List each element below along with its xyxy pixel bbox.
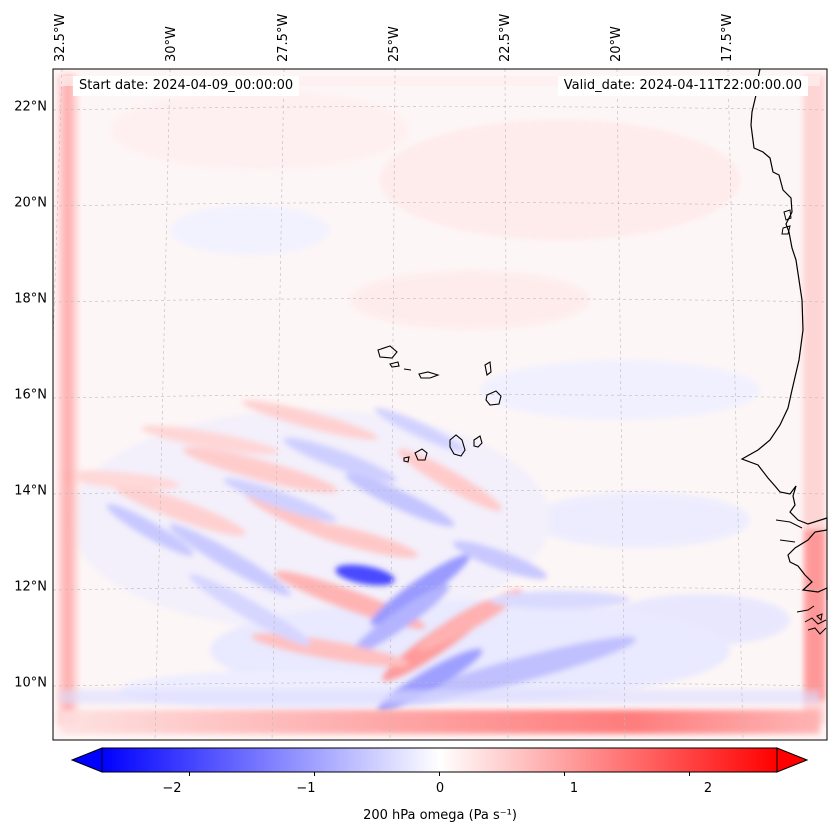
longitude-gridline (389, 69, 396, 740)
lat-label-12n: 12°N (14, 579, 47, 595)
start-date-label: Start date: 2024-04-09_00:00:00 (73, 76, 300, 96)
lon-label-32-5w: 32.5°W (53, 13, 68, 62)
longitude-gridline (616, 69, 626, 740)
omega-streak (374, 407, 466, 453)
omega-streak (114, 484, 246, 536)
latitude-gridline (53, 394, 827, 399)
omega-streak (141, 425, 279, 455)
omega-streak (283, 437, 397, 483)
omega-streak (404, 636, 636, 704)
omega-streak (301, 522, 419, 558)
omega-streak (345, 473, 455, 527)
lon-label-17-5w: 17.5°W (720, 13, 735, 62)
lat-label-10n: 10°N (14, 675, 47, 691)
cb-tick-label: −2 (162, 781, 182, 796)
omega-streak (106, 504, 194, 556)
omega-streak (490, 591, 630, 609)
coast-inlets (775, 519, 827, 635)
latitude-gridline (53, 106, 827, 111)
lat-label-20n: 20°N (14, 195, 47, 211)
coast-islets (781, 209, 823, 622)
omega-streak (223, 478, 337, 522)
africa-coastline (740, 68, 828, 600)
lon-label-22-5w: 22.5°W (498, 13, 513, 62)
omega-streak (189, 574, 311, 646)
lon-label-25w: 25°W (387, 26, 402, 62)
omega-streak (335, 564, 395, 586)
colorbar-min-extend (70, 747, 103, 773)
omega-streak (370, 554, 470, 626)
plot-frame (52, 68, 828, 741)
lon-label-30w: 30°W (164, 26, 179, 62)
cb-tick-label: −1 (296, 781, 316, 796)
omega-field (53, 69, 827, 740)
latitude-gridline (53, 682, 827, 687)
lat-label-22n: 22°N (14, 99, 47, 115)
lat-label-18n: 18°N (14, 291, 47, 307)
graticule (53, 69, 827, 740)
longitude-gridline (727, 69, 744, 740)
omega-streak (350, 584, 450, 656)
colorbar-ticks (189, 772, 690, 776)
omega-streak (169, 524, 291, 596)
cb-tick-label: 1 (569, 781, 579, 796)
latitude-gridline (53, 202, 827, 207)
longitude-gridline (154, 69, 171, 740)
cb-tick-label: 2 (703, 781, 713, 796)
cape-verde-islands (377, 345, 502, 463)
omega-streak (397, 449, 503, 511)
omega-streak (182, 447, 338, 493)
longitude-gridline (504, 69, 509, 740)
omega-streak (242, 400, 378, 440)
colorbar-label: 200 hPa omega (Pa s⁻¹) (363, 808, 517, 823)
lon-label-20w: 20°W (609, 26, 624, 62)
cb-tick-label: 0 (435, 781, 445, 796)
longitude-gridline (271, 69, 285, 740)
colorbar (70, 747, 809, 776)
omega-streak (251, 633, 409, 667)
wave-streaks (60, 400, 636, 712)
lon-label-27-5w: 27.5°W (276, 13, 291, 62)
valid-date-label: Valid_date: 2024-04-11T22:00:00.00 (557, 76, 808, 96)
omega-streak (60, 470, 180, 490)
colorbar-gradient (101, 747, 778, 773)
latitude-gridline (53, 298, 827, 303)
omega-streak (417, 589, 523, 651)
omega-streak (452, 540, 548, 580)
colorbar-max-extend (776, 747, 809, 773)
lat-label-14n: 14°N (14, 483, 47, 499)
latitude-gridline (53, 586, 827, 591)
lat-label-16n: 16°N (14, 387, 47, 403)
latitude-gridline (53, 490, 827, 495)
